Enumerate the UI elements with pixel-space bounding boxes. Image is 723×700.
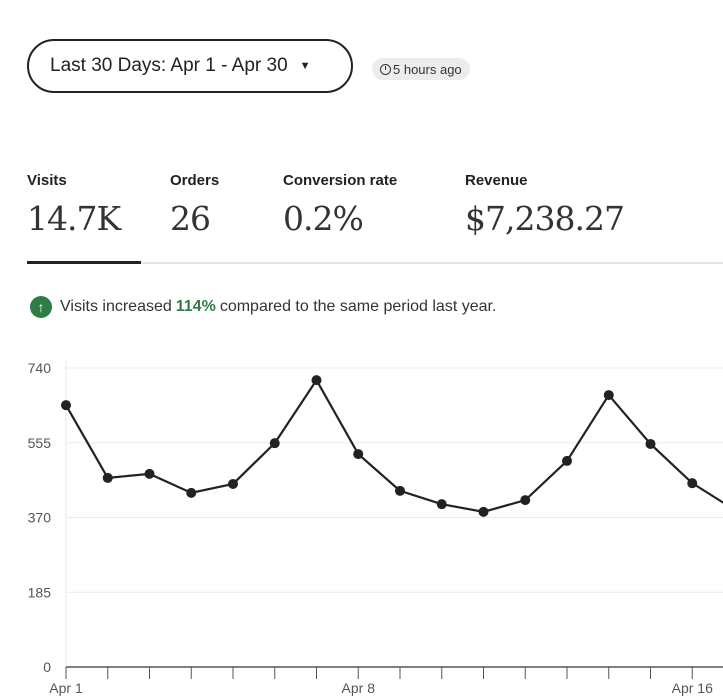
data-point — [603, 390, 614, 401]
insight-prefix: Visits increased — [60, 298, 172, 315]
arrow-up-icon: ↑ — [30, 296, 52, 318]
series-line — [65, 378, 723, 513]
clock-icon — [380, 63, 391, 75]
data-point — [61, 400, 71, 411]
data-point — [102, 472, 113, 483]
metric-tab-revenue[interactable]: Revenue $7,238.27 — [465, 172, 625, 238]
insight-suffix: compared to the same period last year. — [219, 298, 497, 315]
data-point — [353, 449, 364, 460]
caret-down-icon: ▼ — [299, 60, 311, 72]
metric-label: Conversion rate — [283, 172, 398, 189]
metric-value: 0.2% — [283, 199, 364, 238]
active-tab-indicator — [27, 261, 141, 264]
data-point — [645, 438, 656, 449]
visits-line-chart: 0 185 370 555 740 Apr 1 Apr 8 Apr 16 — [28, 360, 723, 696]
metric-label: Revenue — [465, 172, 528, 189]
metric-label: Visits — [27, 172, 67, 189]
date-range-dropdown[interactable]: Last 30 Days: Apr 1 - Apr 30 ▼ — [27, 39, 353, 93]
metric-value: 26 — [170, 199, 211, 238]
x-tick-label: Apr 1 — [49, 680, 83, 696]
y-tick-label: 370 — [28, 510, 52, 526]
metric-tab-visits[interactable]: Visits 14.7K — [27, 172, 121, 238]
data-point — [687, 478, 698, 489]
y-tick-label: 740 — [28, 360, 52, 376]
data-point — [562, 455, 572, 466]
x-tick-label: Apr 16 — [672, 680, 713, 696]
data-point — [186, 487, 197, 498]
metric-tab-conversion-rate[interactable]: Conversion rate 0.2% — [283, 172, 397, 238]
data-point — [478, 506, 489, 517]
y-tick-label: 0 — [43, 659, 51, 675]
last-updated-text: 5 hours ago — [393, 61, 462, 77]
data-point — [311, 375, 322, 386]
y-tick-label: 555 — [28, 435, 52, 451]
data-point — [436, 499, 447, 510]
metric-tab-orders[interactable]: Orders 26 — [170, 172, 219, 238]
metric-value: $7,238.27 — [465, 199, 625, 238]
tab-divider — [27, 262, 723, 264]
data-point — [269, 438, 280, 449]
last-updated-badge: 5 hours ago — [372, 58, 470, 80]
data-point — [144, 468, 155, 479]
insight-percent: 114% — [175, 298, 216, 315]
data-point — [228, 478, 238, 489]
date-range-label: Last 30 Days: Apr 1 - Apr 30 — [50, 55, 288, 76]
insight-message: ↑ Visits increased 114% compared to the … — [30, 296, 496, 318]
x-tick-label: Apr 8 — [342, 680, 376, 696]
data-point — [395, 485, 405, 496]
metric-label: Orders — [170, 172, 220, 189]
data-point — [520, 495, 531, 506]
metric-value: 14.7K — [27, 199, 121, 238]
y-tick-label: 185 — [28, 584, 52, 600]
